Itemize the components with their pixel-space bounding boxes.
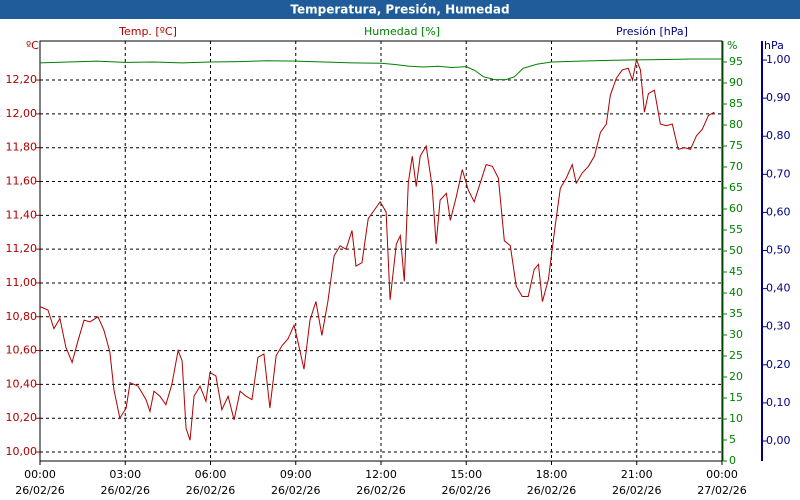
x-tick-date: 27/02/26 (697, 484, 746, 497)
y-tick-label: 10,60 (6, 344, 38, 357)
y2-tick-label: 90 (729, 76, 743, 89)
y3-tick-label: 0,00 (766, 434, 791, 447)
series-label: Temp. [ºC] (118, 25, 177, 38)
y-tick-label: 11,00 (6, 276, 38, 289)
y2-tick-label: 25 (729, 349, 743, 362)
y2-tick-label: 40 (729, 286, 743, 299)
y2-tick-label: 85 (729, 97, 743, 110)
x-tick-date: 26/02/26 (612, 484, 661, 497)
y3-tick-label: 0,70 (766, 167, 791, 180)
chart-title: Temperatura, Presión, Humedad (290, 3, 509, 17)
y3-tick-label: 0,80 (766, 129, 791, 142)
y2-tick-label: 30 (729, 328, 743, 341)
y2-tick-label: 75 (729, 139, 743, 152)
title-bar (0, 0, 800, 19)
y-tick-label: 10,80 (6, 310, 38, 323)
y3-tick-label: 0,20 (766, 358, 791, 371)
y3-tick-label: 0,10 (766, 396, 791, 409)
x-tick-date: 26/02/26 (15, 484, 64, 497)
y2-tick-label: 15 (729, 391, 743, 404)
y2-tick-label: 10 (729, 412, 743, 425)
y2-tick-label: 35 (729, 307, 743, 320)
x-tick-label: 15:00 (450, 468, 482, 481)
x-tick-date: 26/02/26 (442, 484, 491, 497)
x-tick-date: 26/02/26 (356, 484, 405, 497)
x-tick-label: 03:00 (109, 468, 141, 481)
y-tick-label: 11,60 (6, 175, 38, 188)
series-line (39, 57, 715, 441)
y-tick-label: 10,20 (6, 411, 38, 424)
x-tick-label: 06:00 (195, 468, 227, 481)
y3-unit: hPa (764, 39, 784, 52)
y3-tick-label: 1,00 (766, 53, 791, 66)
y2-tick-label: 80 (729, 118, 743, 131)
x-tick-date: 26/02/26 (271, 484, 320, 497)
y-tick-label: 10,00 (6, 445, 38, 458)
y2-tick-label: 55 (729, 223, 743, 236)
y2-tick-label: 45 (729, 265, 743, 278)
y2-unit: % (727, 39, 737, 52)
x-tick-label: 12:00 (365, 468, 397, 481)
y-tick-label: 12,20 (6, 73, 38, 86)
x-tick-date: 26/02/26 (527, 484, 576, 497)
x-tick-date: 26/02/26 (101, 484, 150, 497)
y-tick-label: 11,40 (6, 208, 38, 221)
x-tick-label: 21:00 (621, 468, 653, 481)
y3-tick-label: 0,50 (766, 244, 791, 257)
y-tick-label: 11,80 (6, 141, 38, 154)
y2-tick-label: 20 (729, 370, 743, 383)
x-tick-label: 09:00 (280, 468, 312, 481)
y-tick-label: 12,00 (6, 107, 38, 120)
y3-tick-label: 0,30 (766, 320, 791, 333)
y2-tick-label: 0 (729, 454, 736, 467)
y-tick-label: 10,40 (6, 377, 38, 390)
y-tick-label: 11,20 (6, 242, 38, 255)
x-tick-date: 26/02/26 (186, 484, 235, 497)
y-unit: ºC (26, 39, 39, 52)
y2-tick-label: 70 (729, 160, 743, 173)
x-tick-label: 00:00 (706, 468, 738, 481)
x-tick-label: 18:00 (536, 468, 568, 481)
y2-tick-label: 5 (729, 433, 736, 446)
series-label: Presión [hPa] (616, 25, 688, 38)
y2-tick-label: 50 (729, 244, 743, 257)
y3-tick-label: 0,60 (766, 205, 791, 218)
y3-tick-label: 0,40 (766, 282, 791, 295)
x-tick-label: 00:00 (24, 468, 56, 481)
y3-tick-label: 0,90 (766, 91, 791, 104)
y2-tick-label: 60 (729, 202, 743, 215)
series-label: Humedad [%] (364, 25, 440, 38)
y2-tick-label: 65 (729, 181, 743, 194)
series-line (39, 58, 722, 81)
y2-tick-label: 95 (729, 55, 743, 68)
